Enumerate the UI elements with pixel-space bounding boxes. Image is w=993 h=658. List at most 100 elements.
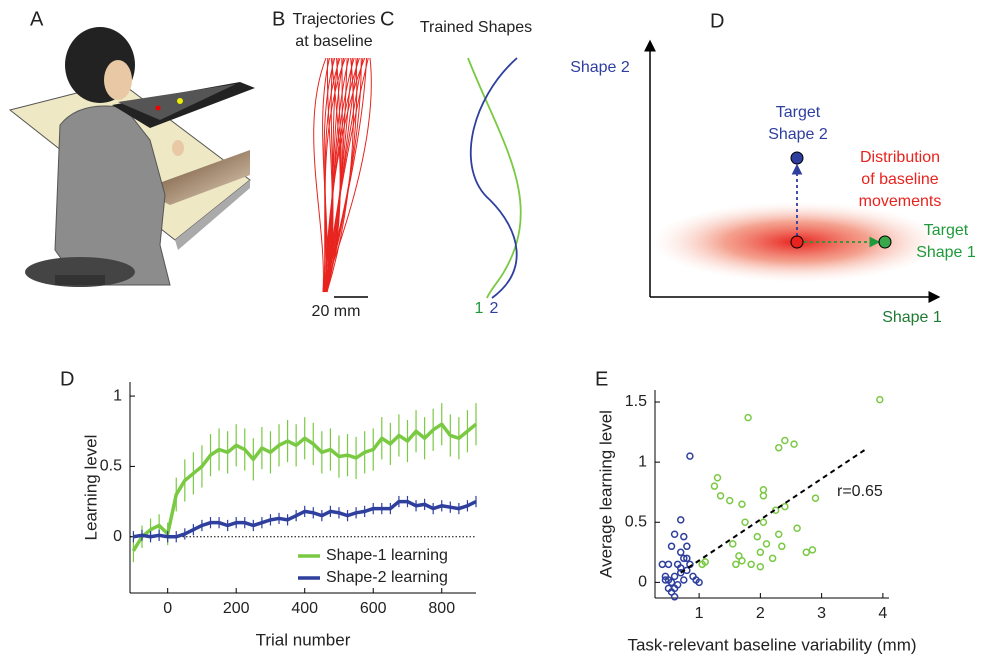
point — [676, 569, 685, 577]
point — [680, 576, 688, 584]
point — [695, 578, 703, 587]
trendline — [680, 449, 866, 574]
legend-label: Shape-2 learning — [326, 569, 448, 586]
point — [759, 492, 768, 500]
series-line — [133, 499, 477, 539]
panel-title: Trajectories — [293, 11, 376, 28]
point — [676, 564, 685, 572]
x-tick-label: 200 — [223, 600, 250, 617]
trajectory — [324, 57, 366, 293]
point — [676, 548, 685, 557]
y-tick-label: 1 — [113, 387, 122, 404]
point — [683, 542, 691, 551]
point — [790, 440, 798, 448]
target-point — [790, 151, 804, 165]
point — [725, 496, 734, 505]
x-tick-label: 4 — [878, 605, 887, 622]
x-tick-label: 400 — [291, 600, 318, 617]
y-tick-label: 0 — [113, 528, 122, 545]
point — [676, 516, 685, 524]
point — [680, 554, 688, 563]
y-tick-label: 1.5 — [625, 393, 647, 410]
distribution-label: Distribution — [860, 149, 940, 166]
point — [774, 443, 783, 452]
y-tick-label: 1 — [638, 453, 647, 470]
point — [747, 560, 755, 569]
point — [811, 494, 820, 502]
trajectory — [322, 57, 372, 293]
point — [667, 542, 676, 551]
point — [716, 492, 725, 500]
point — [732, 560, 740, 569]
panel-label: E — [595, 368, 608, 390]
annotation: r=0.65 — [837, 483, 883, 500]
x-tick-label: 600 — [360, 600, 387, 617]
x-tick-label: 1 — [695, 605, 704, 622]
curve-label: 1 — [475, 300, 484, 317]
point — [762, 540, 771, 548]
point — [781, 502, 789, 511]
x-axis-label: Task-relevant baseline variability (mm) — [627, 635, 916, 654]
y-tick-label: 0.5 — [625, 513, 647, 530]
panel-label: B — [272, 8, 285, 30]
point — [664, 584, 673, 593]
x-tick-label: 2 — [756, 605, 765, 622]
point — [793, 524, 801, 533]
target-label: Shape 2 — [768, 126, 828, 143]
point — [759, 518, 768, 527]
trajectory — [322, 57, 362, 293]
point — [686, 452, 694, 460]
panel-label: A — [30, 8, 44, 30]
illustration — [8, 27, 255, 287]
point — [661, 576, 670, 584]
target-point — [878, 235, 892, 249]
point — [802, 548, 811, 557]
point — [667, 578, 676, 587]
x-tick-label: 0 — [163, 600, 172, 617]
panel-title: at baseline — [295, 33, 372, 50]
point — [741, 518, 749, 527]
point — [738, 556, 746, 565]
trajectory — [313, 57, 327, 293]
shape-2-curve — [469, 57, 518, 299]
point — [781, 436, 789, 445]
x-axis-label: Trial number — [256, 630, 351, 649]
series-line — [131, 422, 478, 552]
y-axis-label: Average learning level — [596, 410, 615, 578]
point — [756, 548, 765, 557]
point — [738, 500, 746, 508]
scale-label: 20 mm — [312, 303, 361, 320]
panel-label: C — [380, 8, 394, 30]
trajectory — [323, 57, 346, 293]
distribution-label: movements — [859, 193, 942, 210]
distribution-label: of baseline — [861, 171, 938, 188]
panel-label: D — [60, 368, 74, 390]
axis-label: Shape 1 — [882, 309, 942, 326]
point — [808, 546, 817, 554]
axis-label: Shape 2 — [570, 59, 630, 76]
point — [768, 554, 777, 563]
baseline-point — [790, 235, 804, 249]
point — [710, 482, 719, 490]
y-tick-label: 0 — [638, 574, 647, 591]
point — [774, 530, 783, 539]
point — [778, 542, 786, 551]
x-tick-label: 3 — [817, 605, 826, 622]
trajectory — [323, 57, 364, 293]
panel-title: Trained Shapes — [420, 19, 532, 36]
point — [759, 486, 768, 494]
y-axis-label: Learning level — [81, 435, 100, 541]
point — [683, 554, 691, 563]
point — [670, 593, 679, 601]
point — [753, 532, 762, 541]
target-label: Shape 1 — [916, 244, 976, 261]
point — [670, 530, 679, 539]
point — [658, 560, 667, 569]
point — [713, 474, 722, 482]
trajectories — [313, 57, 372, 293]
target-label: Target — [924, 222, 969, 239]
point — [680, 532, 688, 541]
point — [876, 395, 884, 404]
point — [670, 572, 679, 581]
